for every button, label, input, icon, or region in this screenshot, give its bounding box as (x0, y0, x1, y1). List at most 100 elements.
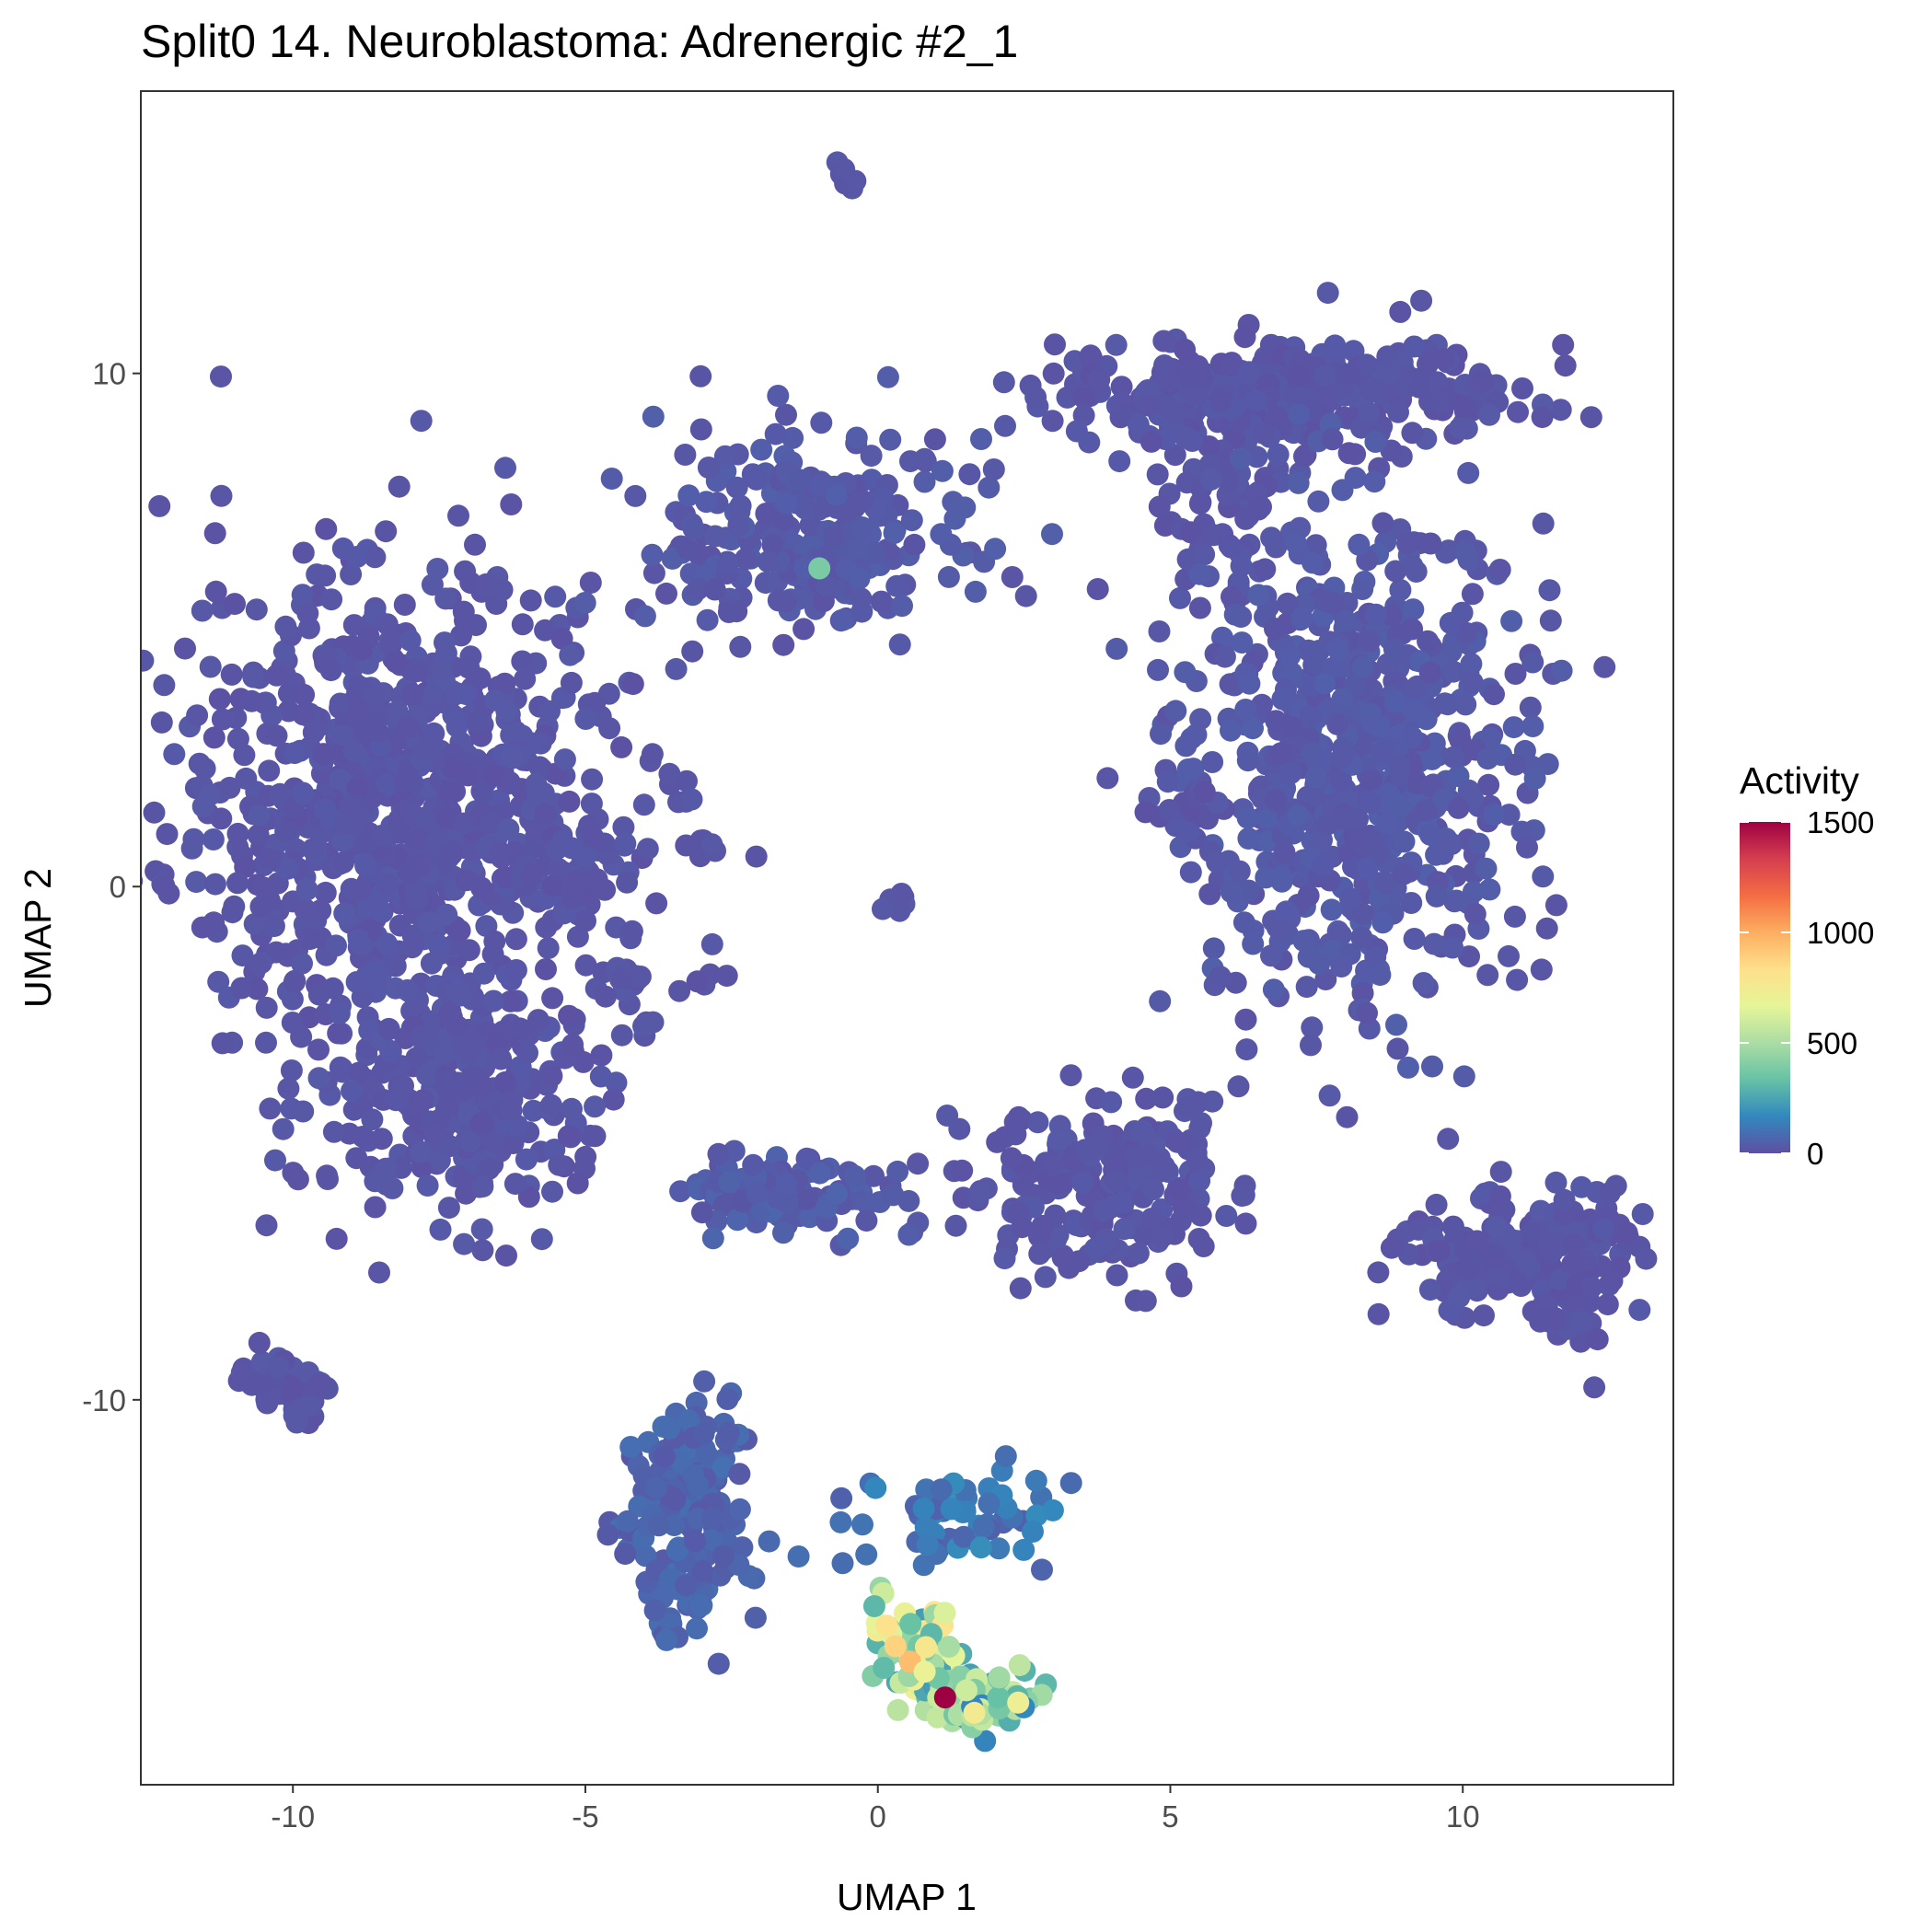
scatter-point (930, 1478, 953, 1501)
scatter-point (329, 1056, 352, 1079)
scatter-point (1419, 532, 1442, 555)
scatter-point (1287, 471, 1310, 494)
scatter-point (1320, 898, 1343, 921)
scatter-point (1326, 712, 1349, 735)
scatter-point (1467, 832, 1490, 855)
scatter-point (364, 1196, 387, 1219)
scatter-point (450, 624, 472, 647)
legend-tick-label: 1500 (1807, 805, 1874, 839)
scatter-point (1553, 1188, 1576, 1211)
scatter-point (1219, 673, 1242, 696)
scatter-point (455, 1182, 478, 1205)
scatter-point (1506, 968, 1529, 991)
scatter-point (775, 1173, 798, 1196)
scatter-point (1140, 1208, 1163, 1230)
scatter-point (891, 595, 913, 618)
scatter-point (584, 1095, 607, 1118)
scatter-point (953, 1525, 975, 1548)
scatter-point (1174, 338, 1197, 361)
scatter-point (397, 716, 420, 739)
scatter-point (1580, 1276, 1603, 1299)
scatter-point (742, 1153, 765, 1176)
scatter-point (1028, 1243, 1051, 1266)
scatter-point (994, 414, 1016, 437)
scatter-point (347, 1061, 370, 1084)
scatter-point (1356, 1001, 1378, 1024)
scatter-point (1014, 584, 1037, 607)
scatter-point (400, 936, 423, 959)
scatter-point (410, 1140, 432, 1163)
scatter-point (1265, 536, 1288, 559)
scatter-point (1083, 1237, 1106, 1260)
scatter-point (438, 1135, 461, 1158)
scatter-point (585, 868, 608, 891)
scatter-point (233, 744, 256, 767)
scatter-point (347, 675, 370, 698)
scatter-point (534, 619, 557, 642)
scatter-point (210, 807, 233, 830)
scatter-point (697, 457, 720, 479)
scatter-point (1146, 463, 1169, 486)
scatter-point (455, 683, 478, 705)
scatter-point (283, 742, 307, 765)
scatter-point (368, 1261, 390, 1284)
scatter-point (1193, 543, 1216, 566)
scatter-point (1223, 603, 1246, 626)
scatter-point (191, 795, 214, 818)
scatter-point (1433, 348, 1455, 371)
scatter-point (1355, 353, 1378, 376)
scatter-point (1438, 832, 1461, 855)
scatter-point (1376, 812, 1399, 835)
scatter-point (700, 833, 723, 856)
scatter-point (1174, 661, 1197, 684)
scatter-point (199, 655, 222, 678)
scatter-point (574, 909, 596, 932)
scatter-point (218, 776, 241, 799)
scatter-point (12, 687, 34, 709)
scatter-point (1548, 1268, 1571, 1291)
scatter-point (1498, 804, 1521, 827)
scatter-point (1245, 445, 1268, 469)
scatter-point (328, 1001, 351, 1024)
scatter-point (1151, 1086, 1174, 1109)
scatter-point (758, 1530, 781, 1553)
scatter-point (327, 1022, 350, 1045)
scatter-point (1539, 609, 1562, 632)
scatter-point (399, 629, 422, 652)
scatter-point (1330, 955, 1353, 978)
scatter-point (1262, 978, 1285, 1001)
scatter-point (452, 812, 475, 835)
scatter-point (1554, 354, 1577, 377)
scatter-point (1086, 578, 1109, 600)
scatter-point (776, 492, 798, 515)
scatter-point (1439, 611, 1462, 634)
scatter-point (471, 1239, 494, 1262)
scatter-point (1304, 766, 1327, 789)
scatter-point (750, 438, 773, 461)
scatter-point (537, 937, 560, 960)
scatter-point (789, 469, 812, 492)
scatter-point (850, 587, 873, 610)
scatter-point (1073, 387, 1095, 410)
scatter-point (1299, 705, 1322, 727)
scatter-point (1079, 345, 1102, 368)
scatter-point (1182, 758, 1205, 781)
scatter-point (610, 735, 633, 758)
scatter-point (410, 410, 433, 433)
scatter-point (274, 820, 297, 843)
scatter-point (1059, 1064, 1082, 1087)
scatter-point (157, 882, 180, 905)
scatter-point (548, 1153, 571, 1176)
scatter-point (1425, 1193, 1448, 1216)
scatter-point (1385, 793, 1408, 816)
scatter-point (987, 1686, 1010, 1709)
scatter-point (1531, 406, 1554, 429)
scatter-point (831, 1552, 854, 1575)
scatter-point (511, 650, 534, 673)
scatter-point (1419, 823, 1441, 846)
scatter-point (689, 364, 712, 388)
scatter-point (366, 720, 388, 743)
scatter-point (886, 1698, 909, 1721)
scatter-point (1452, 1065, 1475, 1088)
